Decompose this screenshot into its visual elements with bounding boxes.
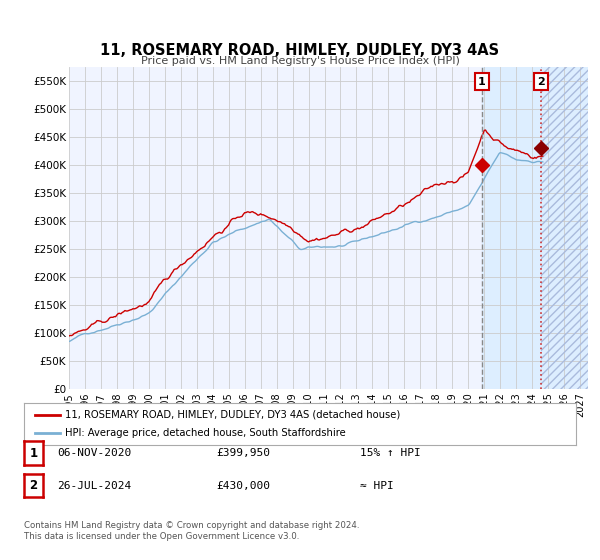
Bar [541,67,588,389]
Text: 1: 1 [29,446,38,460]
Text: £399,950: £399,950 [216,448,270,458]
Text: Price paid vs. HM Land Registry's House Price Index (HPI): Price paid vs. HM Land Registry's House … [140,56,460,66]
Text: 2: 2 [538,77,545,87]
Text: 1: 1 [478,77,485,87]
Text: 11, ROSEMARY ROAD, HIMLEY, DUDLEY, DY3 4AS: 11, ROSEMARY ROAD, HIMLEY, DUDLEY, DY3 4… [100,43,500,58]
Text: This data is licensed under the Open Government Licence v3.0.: This data is licensed under the Open Gov… [24,532,299,541]
Text: 11, ROSEMARY ROAD, HIMLEY, DUDLEY, DY3 4AS (detached house): 11, ROSEMARY ROAD, HIMLEY, DUDLEY, DY3 4… [65,409,401,419]
Bar [482,67,541,389]
Text: 06-NOV-2020: 06-NOV-2020 [57,448,131,458]
Text: HPI: Average price, detached house, South Staffordshire: HPI: Average price, detached house, Sout… [65,428,346,438]
Text: 2: 2 [29,479,38,492]
Text: 15% ↑ HPI: 15% ↑ HPI [360,448,421,458]
Text: 26-JUL-2024: 26-JUL-2024 [57,480,131,491]
Text: ≈ HPI: ≈ HPI [360,480,394,491]
Text: £430,000: £430,000 [216,480,270,491]
Text: Contains HM Land Registry data © Crown copyright and database right 2024.: Contains HM Land Registry data © Crown c… [24,521,359,530]
Bar [541,67,588,389]
